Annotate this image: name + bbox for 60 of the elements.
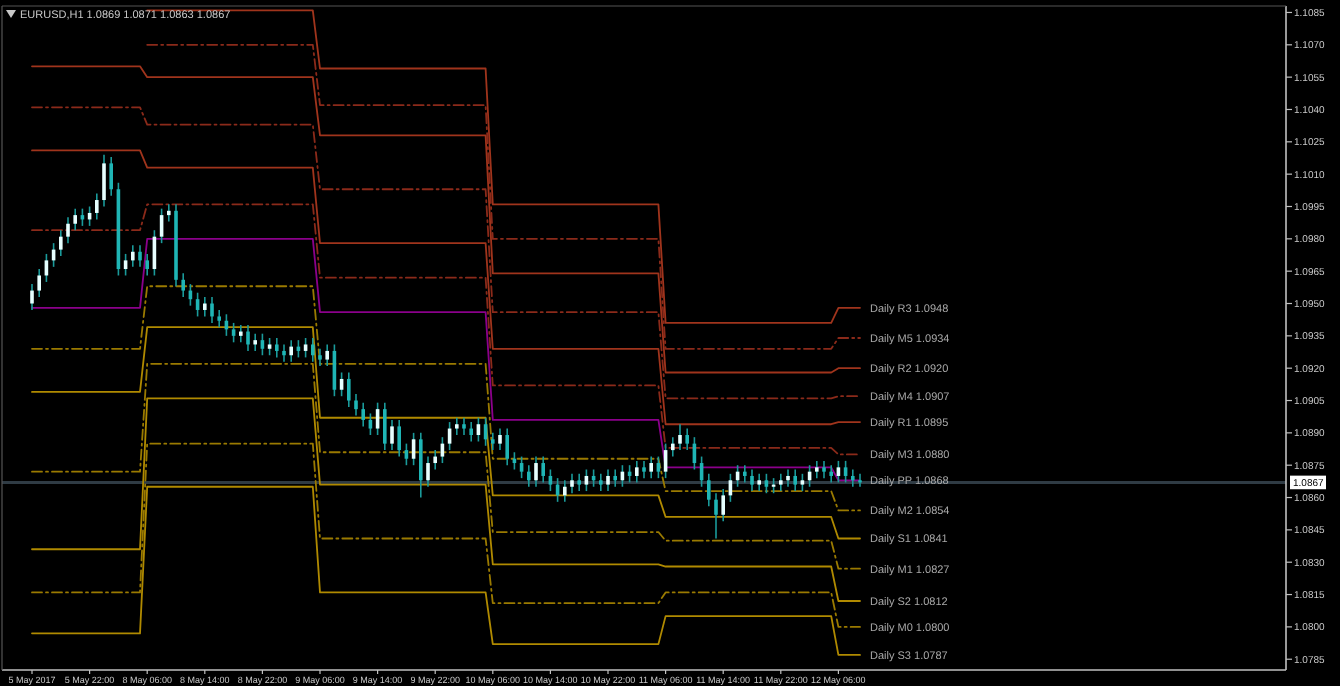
candlestick: [707, 473, 711, 507]
candlestick: [231, 322, 236, 344]
candlestick: [721, 488, 725, 523]
candlestick: [635, 460, 639, 484]
candlestick: [390, 419, 394, 451]
candlestick: [685, 427, 689, 451]
candlestick: [419, 432, 423, 499]
candlestick: [606, 468, 610, 492]
candlestick: [678, 423, 682, 451]
candlestick: [239, 324, 243, 344]
candlestick: [671, 436, 675, 458]
candlestick: [649, 455, 653, 479]
candlestick: [138, 244, 142, 268]
candlestick: [563, 479, 567, 503]
candlestick: [469, 421, 473, 443]
candlestick: [426, 455, 430, 488]
candlestick: [325, 343, 329, 367]
candlestick: [347, 371, 351, 408]
candlestick: [397, 419, 401, 458]
candlestick: [282, 343, 286, 363]
candlestick: [102, 153, 106, 208]
candlestick: [743, 464, 747, 484]
candlestick: [246, 324, 250, 352]
candlestick: [829, 464, 833, 484]
candlestick: [30, 283, 34, 311]
candlestick: [498, 427, 502, 451]
candlestick: [95, 192, 99, 221]
candlestick: [433, 449, 437, 471]
candlestick: [303, 337, 308, 359]
candlestick: [570, 473, 574, 495]
candlestick: [109, 156, 113, 197]
candlestick: [59, 229, 63, 257]
candlestick: [714, 492, 718, 540]
candlestick: [275, 337, 279, 359]
candlestick: [73, 207, 77, 232]
candlestick: [541, 455, 545, 484]
candlestick: [311, 337, 315, 363]
candlestick: [764, 473, 769, 495]
candlestick: [361, 401, 365, 428]
candlestick: [145, 253, 149, 277]
candlestick: [203, 296, 207, 318]
candlestick: [167, 203, 171, 223]
candlestick: [131, 244, 135, 268]
candlestick: [534, 455, 538, 488]
candlestick: [66, 216, 70, 244]
candlestick: [786, 468, 790, 488]
candlestick: [527, 464, 531, 488]
candlestick: [750, 468, 754, 492]
candlestick: [289, 339, 293, 363]
candlestick: [383, 401, 387, 451]
candlestick: [851, 468, 855, 488]
candlestick: [181, 272, 185, 298]
candlestick: [613, 468, 617, 488]
candlestick: [793, 468, 797, 492]
candlestick: [354, 393, 358, 417]
candlestick: [858, 473, 862, 488]
candlestick: [505, 427, 509, 466]
candlestick: [210, 296, 214, 324]
candlestick: [37, 268, 41, 298]
candlestick: [253, 332, 257, 352]
